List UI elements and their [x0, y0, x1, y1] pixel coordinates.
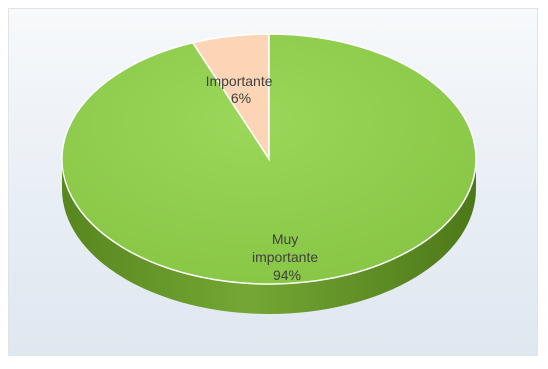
slice-label-muy-importante-line2: importante: [252, 249, 318, 265]
slice-label-importante-value: 6%: [231, 90, 251, 106]
pie-chart: Importante 6% Muy importante 94%: [61, 33, 477, 314]
pie-label-layer: Importante 6% Muy importante 94%: [206, 73, 322, 283]
slice-label-importante: Importante 6%: [206, 73, 277, 106]
slice-label-importante-name: Importante: [206, 73, 273, 89]
slice-label-muy-importante-value: 94%: [273, 267, 301, 283]
slice-label-muy-importante: Muy importante 94%: [252, 231, 322, 283]
pie-side-layer: [62, 159, 476, 314]
slice-label-muy-importante-line1: Muy: [272, 231, 298, 247]
pie-side: [62, 159, 476, 314]
pie-slice-muy-importante: [61, 33, 477, 285]
chart-frame: Importante 6% Muy importante 94%: [8, 8, 538, 356]
pie-slice-layer: [61, 33, 477, 285]
